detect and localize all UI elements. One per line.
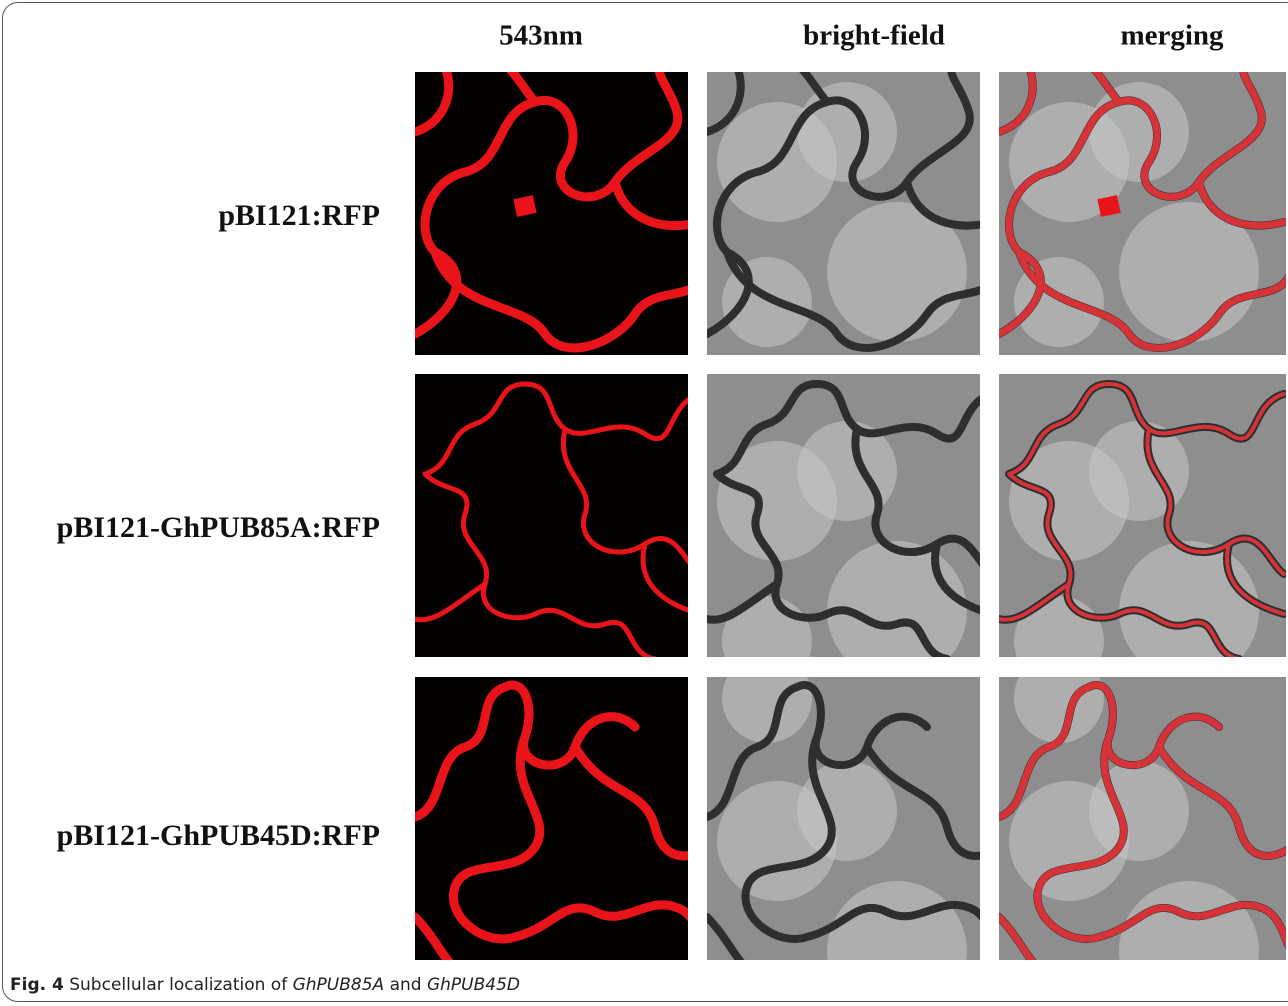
caption-text: Subcellular localization of xyxy=(69,975,287,995)
micrograph xyxy=(415,677,707,967)
column-header: bright-field xyxy=(803,20,945,52)
gene-name: GhPUB85A xyxy=(293,975,385,995)
row-label: pBI121-GhPUB85A:RFP xyxy=(57,511,380,544)
micrograph xyxy=(707,653,999,1006)
gene-name: GhPUB45D xyxy=(427,975,520,995)
row-label: pBI121:RFP xyxy=(218,199,380,232)
highlight xyxy=(722,653,812,743)
micrograph xyxy=(999,653,1288,1006)
panel-grid xyxy=(415,62,1288,1006)
caption: Fig. 4 Subcellular localization of GhPUB… xyxy=(10,975,520,995)
caption-label: Fig. 4 xyxy=(10,975,64,995)
micrograph xyxy=(999,374,1286,686)
highlight xyxy=(1089,82,1189,182)
micrograph xyxy=(707,374,992,686)
row-label: pBI121-GhPUB45D:RFP xyxy=(57,819,380,852)
caption-text: and xyxy=(390,975,422,995)
background xyxy=(415,72,688,355)
micrograph xyxy=(415,62,707,355)
column-header: merging xyxy=(1120,20,1224,52)
background xyxy=(415,374,688,657)
highlight xyxy=(1014,653,1104,743)
column-header: 543nm xyxy=(499,20,583,52)
page: {"columns": ["543nm", "bright-field", "m… xyxy=(0,0,1288,1006)
figure: 543nm bright-field merging pBI121:RFP pB… xyxy=(0,0,1288,1006)
micrograph xyxy=(415,374,700,659)
highlight xyxy=(797,82,897,182)
micrograph xyxy=(999,62,1288,355)
micrograph xyxy=(707,62,999,355)
